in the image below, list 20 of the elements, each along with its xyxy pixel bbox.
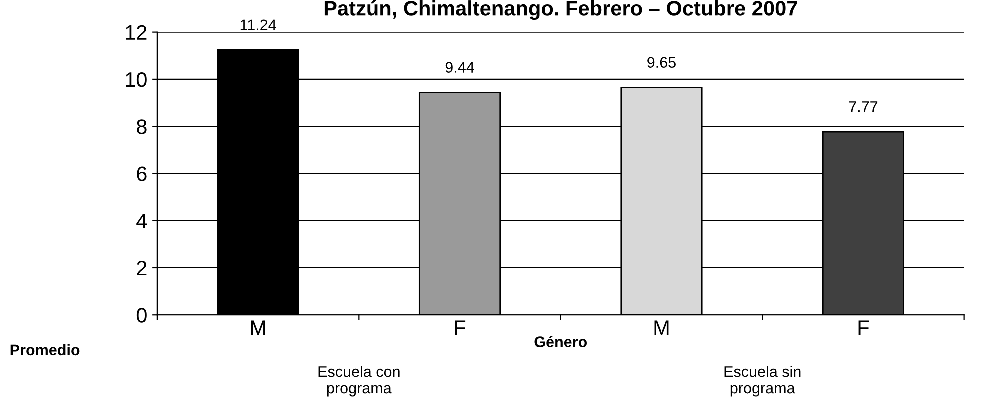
y-tick-label: 8 xyxy=(137,120,147,134)
y-tick-label: 2 xyxy=(137,260,147,276)
x-tick-label: M xyxy=(251,320,266,336)
data-label: 9.44 xyxy=(446,62,474,73)
text: Escuela con programa xyxy=(318,366,400,397)
y-tick-label: 10 xyxy=(126,72,147,88)
y-tick-label: 6 xyxy=(137,166,147,182)
y-tick-label: 0 xyxy=(136,308,147,323)
x-tick-label: F xyxy=(455,320,466,336)
chart-title: Patzún, Chimaltenango. Febrero – Octubre 2007 xyxy=(324,0,798,20)
y-axis-title: Promedio xyxy=(10,344,80,356)
x-tick-label: F xyxy=(858,320,869,336)
data-label: 11.24 xyxy=(240,20,276,30)
data-label: 9.65 xyxy=(648,57,676,68)
data-label: 7.77 xyxy=(849,102,878,112)
x-axis-title: Género xyxy=(534,336,588,348)
y-tick-label: 12 xyxy=(126,25,147,40)
text: Escuela sin programa xyxy=(724,366,801,397)
y-tick-label: 4 xyxy=(136,214,148,228)
x-tick-label: M xyxy=(654,320,669,336)
